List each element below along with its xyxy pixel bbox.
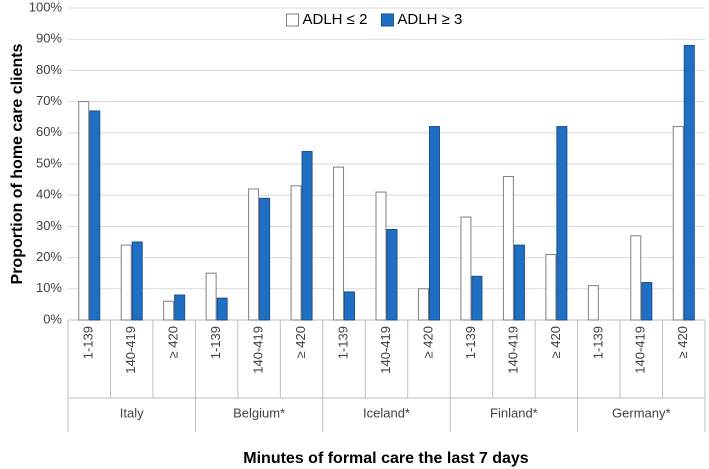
bar xyxy=(205,272,217,321)
group-label: Iceland* xyxy=(363,405,410,420)
y-tick-label: 10% xyxy=(36,280,62,295)
y-tick-label: 30% xyxy=(36,218,62,233)
y-tick-label: 50% xyxy=(36,155,62,170)
bar xyxy=(471,275,483,321)
x-tick-label: 1-139 xyxy=(81,326,96,359)
x-tick-label: ≥ 420 xyxy=(420,326,435,358)
bar xyxy=(545,253,557,321)
bar xyxy=(672,126,684,321)
legend-label: ADLH ≤ 2 xyxy=(303,11,368,28)
x-tick-label: 1-139 xyxy=(590,326,605,359)
legend-swatch xyxy=(380,13,394,27)
x-tick-label: ≥ 420 xyxy=(166,326,181,358)
x-tick-label: 140-419 xyxy=(378,326,393,374)
bar xyxy=(386,229,398,321)
y-tick-label: 100% xyxy=(29,0,63,14)
bar xyxy=(248,188,260,321)
bar xyxy=(259,197,271,321)
x-tick-label: ≥ 420 xyxy=(675,326,690,358)
bar xyxy=(163,300,175,321)
x-tick-label: 140-419 xyxy=(123,326,138,374)
y-tick-label: 70% xyxy=(36,93,62,108)
bar xyxy=(344,291,356,321)
bar xyxy=(641,282,653,321)
x-tick-label: ≥ 420 xyxy=(548,326,563,358)
bar xyxy=(290,185,302,321)
y-tick-label: 60% xyxy=(36,124,62,139)
bar xyxy=(89,110,101,321)
x-tick-label: 1-139 xyxy=(463,326,478,359)
bar xyxy=(428,126,440,321)
group-label: Germany* xyxy=(612,405,671,420)
bar xyxy=(417,288,429,321)
bar xyxy=(216,297,228,321)
bar xyxy=(587,285,599,321)
x-tick-label: 1-139 xyxy=(335,326,350,359)
x-tick-label: ≥ 420 xyxy=(293,326,308,358)
bar xyxy=(556,126,568,321)
bar xyxy=(131,241,143,321)
group-label: Belgium* xyxy=(233,405,285,420)
bar xyxy=(375,191,387,321)
x-tick-label: 140-419 xyxy=(251,326,266,374)
y-tick-label: 0% xyxy=(43,311,62,326)
bar xyxy=(333,166,345,321)
legend-swatch xyxy=(286,13,299,27)
x-tick-label: 140-419 xyxy=(505,326,520,374)
bar xyxy=(78,101,90,321)
x-axis-title: Minutes of formal care the last 7 days xyxy=(243,450,529,467)
y-axis-title: Proportion of home care clients xyxy=(9,43,26,284)
x-tick-label: 140-419 xyxy=(633,326,648,374)
y-tick-label: 40% xyxy=(36,187,62,202)
bar xyxy=(683,44,695,321)
bar xyxy=(460,216,472,321)
y-tick-label: 20% xyxy=(36,249,62,264)
bar xyxy=(513,244,525,321)
y-tick-label: 90% xyxy=(36,31,62,46)
bar xyxy=(502,175,514,321)
group-label: Italy xyxy=(120,405,144,420)
group-label: Finland* xyxy=(490,405,538,420)
bar xyxy=(120,244,132,321)
x-tick-label: 1-139 xyxy=(208,326,223,359)
bar xyxy=(630,235,642,321)
y-tick-label: 80% xyxy=(36,62,62,77)
bar xyxy=(301,151,313,321)
legend-label: ADLH ≥ 3 xyxy=(397,11,462,28)
bar xyxy=(174,294,186,321)
